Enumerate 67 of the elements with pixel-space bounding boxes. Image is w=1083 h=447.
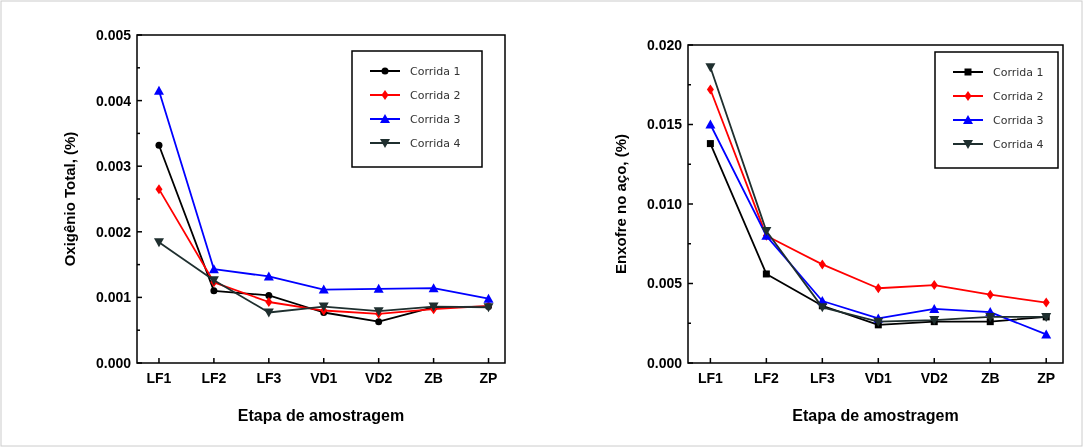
point: [265, 291, 273, 299]
y-axis-title: Enxofre no aço, (%): [612, 133, 629, 275]
x-axis-title: Etapa de amostragem: [237, 407, 405, 424]
y-tick-label: 0.001: [95, 289, 132, 306]
x-tick-label: VD2: [920, 370, 949, 386]
legend-label: Corrida 2: [993, 89, 1044, 103]
point: [705, 119, 716, 129]
y-tick-label: 0.005: [646, 275, 683, 292]
y-axis-title: Oxigênio Total, (%): [61, 131, 78, 267]
y-tick-label: 0.000: [95, 354, 132, 371]
point: [1041, 329, 1052, 339]
point: [318, 284, 329, 294]
legend-label: Corrida 4: [410, 136, 461, 150]
x-tick-label: VD1: [310, 370, 338, 386]
legend-label: Corrida 2: [410, 88, 461, 102]
legend-label: Corrida 1: [993, 65, 1044, 79]
x-tick-label: LF1: [697, 370, 724, 386]
legend-label: Corrida 3: [410, 112, 461, 126]
x-axis-title: Etapa de amostragem: [792, 407, 959, 424]
point: [153, 85, 164, 95]
x-tick-label: LF3: [809, 370, 835, 386]
point: [930, 280, 938, 291]
point: [153, 238, 164, 248]
point: [706, 140, 714, 148]
point: [210, 287, 218, 295]
y-tick-label: 0.000: [646, 354, 683, 371]
legend-label: Corrida 3: [993, 113, 1044, 127]
y-tick-label: 0.005: [95, 26, 132, 43]
point: [318, 302, 329, 312]
y-tick-label: 0.020: [646, 36, 683, 53]
point: [986, 289, 994, 300]
point: [263, 271, 274, 281]
point: [818, 259, 826, 270]
x-tick-label: ZP: [1037, 370, 1056, 386]
y-tick-label: 0.015: [646, 116, 683, 133]
point: [1042, 297, 1050, 308]
x-tick-label: ZB: [424, 370, 443, 386]
point: [263, 308, 274, 318]
x-tick-label: LF1: [146, 370, 172, 386]
point: [483, 293, 494, 303]
point: [155, 184, 163, 195]
x-tick-label: LF3: [256, 370, 282, 386]
legend-label: Corrida 1: [410, 64, 461, 78]
point: [873, 317, 884, 327]
point: [706, 84, 714, 95]
point: [762, 270, 770, 278]
point: [428, 283, 439, 293]
y-tick-label: 0.010: [646, 195, 683, 212]
y-tick-label: 0.003: [95, 158, 132, 175]
y-tick-label: 0.002: [95, 223, 132, 240]
point: [705, 63, 716, 73]
x-tick-label: ZB: [980, 370, 1000, 386]
point: [929, 303, 940, 313]
point: [265, 296, 273, 307]
point: [375, 318, 383, 326]
point: [373, 283, 384, 293]
legend-label: Corrida 4: [993, 137, 1044, 151]
x-tick-label: LF2: [753, 370, 780, 386]
x-tick-label: LF2: [201, 370, 227, 386]
x-tick-label: VD2: [365, 370, 393, 386]
point: [985, 312, 996, 322]
point: [155, 141, 163, 149]
point: [874, 283, 882, 294]
x-tick-label: ZP: [479, 370, 498, 386]
y-tick-label: 0.004: [95, 92, 132, 109]
x-tick-label: VD1: [864, 370, 893, 386]
point: [208, 264, 219, 274]
